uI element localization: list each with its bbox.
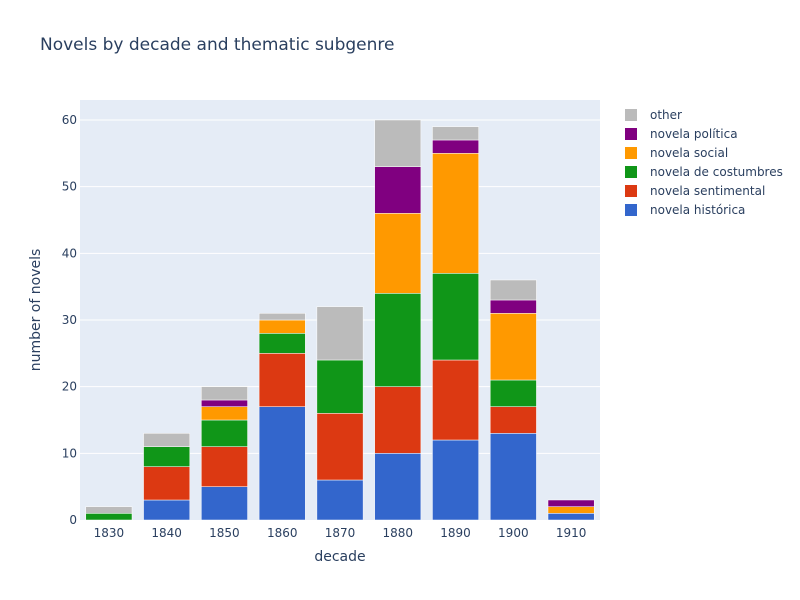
y-tick-label: 50 <box>62 180 77 194</box>
x-axis-ticks: 1830 1840 1850 1860 1870 1880 1890 1900 1910 <box>94 526 587 540</box>
y-tick-label: 30 <box>62 313 77 327</box>
bar-segment[interactable] <box>432 439 479 521</box>
legend-swatch <box>625 147 637 159</box>
x-tick-label: 1850 <box>209 526 240 540</box>
bar-segment[interactable] <box>85 506 133 514</box>
y-tick-label: 20 <box>62 380 77 394</box>
bar-segment[interactable] <box>316 479 364 521</box>
bar-segment[interactable] <box>432 153 479 274</box>
legend-label: novela social <box>650 146 728 160</box>
bar-segment[interactable] <box>489 379 537 407</box>
bar-segment[interactable] <box>432 126 479 141</box>
legend-label: novela histórica <box>650 203 745 217</box>
bar-segment[interactable] <box>201 399 248 407</box>
bar-segment[interactable] <box>143 499 191 521</box>
legend-item[interactable]: novela política <box>625 127 738 141</box>
x-tick-label: 1910 <box>556 526 587 540</box>
bar-segment[interactable] <box>258 313 306 321</box>
bar-segment[interactable] <box>258 406 306 521</box>
legend-label: other <box>650 108 682 122</box>
legend-item[interactable]: other <box>625 108 682 122</box>
bar-segment[interactable] <box>258 353 306 407</box>
bar-segment[interactable] <box>432 273 479 361</box>
bar-segment[interactable] <box>316 306 364 361</box>
bar-segment[interactable] <box>547 499 595 507</box>
legend-item[interactable]: novela histórica <box>625 203 745 217</box>
y-axis-title: number of novels <box>28 249 44 372</box>
bar-segment[interactable] <box>201 486 248 521</box>
bar-segment[interactable] <box>143 446 191 467</box>
legend-label: novela de costumbres <box>650 165 783 179</box>
bar-segment[interactable] <box>316 359 364 414</box>
bar-segment[interactable] <box>143 466 191 501</box>
legend-item[interactable]: novela social <box>625 146 728 160</box>
bar-segment[interactable] <box>374 293 422 387</box>
x-tick-label: 1830 <box>94 526 125 540</box>
legend-label: novela sentimental <box>650 184 765 198</box>
bar-segment[interactable] <box>489 406 537 434</box>
legend-swatch <box>625 204 637 216</box>
legend-swatch <box>625 109 637 121</box>
x-tick-label: 1870 <box>325 526 356 540</box>
bar-segment[interactable] <box>432 359 479 441</box>
y-axis-ticks: 0 10 20 30 40 50 60 <box>62 113 77 527</box>
y-tick-label: 40 <box>62 246 77 260</box>
bar-segment[interactable] <box>489 433 537 521</box>
legend-swatch <box>625 128 637 140</box>
x-tick-label: 1860 <box>267 526 298 540</box>
x-axis-title: decade <box>314 549 365 565</box>
bar-segment[interactable] <box>432 139 479 154</box>
bar-segment[interactable] <box>85 513 133 521</box>
x-tick-label: 1890 <box>440 526 471 540</box>
bar-segment[interactable] <box>374 166 422 214</box>
bar-segment[interactable] <box>201 446 248 487</box>
bar-segment[interactable] <box>374 119 422 167</box>
bar-segment[interactable] <box>374 213 422 294</box>
legend-item[interactable]: novela sentimental <box>625 184 765 198</box>
bar-segment[interactable] <box>489 279 537 301</box>
bar-segment[interactable] <box>316 413 364 481</box>
bar-segment[interactable] <box>489 299 537 314</box>
bars <box>85 119 595 521</box>
bar-segment[interactable] <box>258 333 306 354</box>
legend[interactable]: other novela política novela social novela … <box>625 108 783 217</box>
bar-segment[interactable] <box>374 386 422 454</box>
legend-swatch <box>625 185 637 197</box>
y-tick-label: 10 <box>62 446 77 460</box>
x-tick-label: 1900 <box>498 526 529 540</box>
bar-segment[interactable] <box>374 453 422 521</box>
x-tick-label: 1840 <box>151 526 182 540</box>
bar-segment[interactable] <box>201 386 248 401</box>
legend-swatch <box>625 166 637 178</box>
chart-title: Novels by decade and thematic subgenre <box>40 35 394 55</box>
bar-segment[interactable] <box>201 406 248 421</box>
bar-segment[interactable] <box>547 513 595 521</box>
bar-segment[interactable] <box>547 506 595 514</box>
bar-segment[interactable] <box>489 313 537 381</box>
bar-segment[interactable] <box>201 419 248 447</box>
y-tick-label: 60 <box>62 113 77 127</box>
x-tick-label: 1880 <box>383 526 414 540</box>
legend-item[interactable]: novela de costumbres <box>625 165 783 179</box>
bar-segment[interactable] <box>143 433 191 447</box>
y-tick-label: 0 <box>69 513 77 527</box>
bar-segment[interactable] <box>258 319 306 334</box>
legend-label: novela política <box>650 127 738 141</box>
